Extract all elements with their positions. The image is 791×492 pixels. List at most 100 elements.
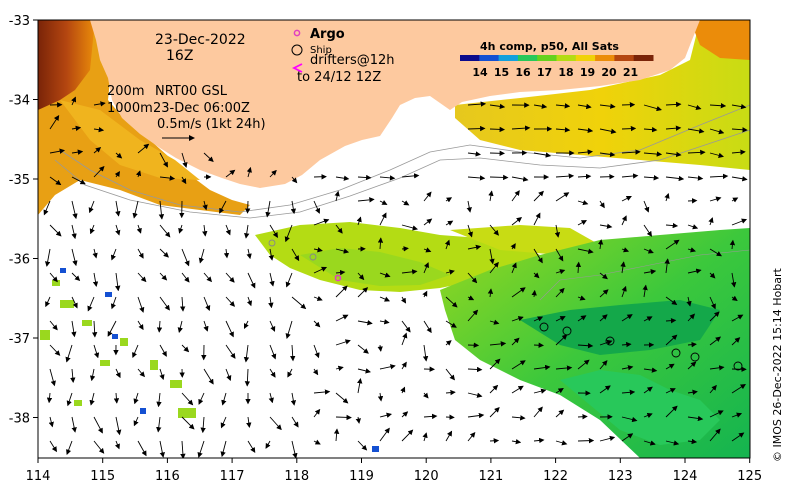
- velocity-arrow: [643, 269, 657, 275]
- velocity-arrow: [423, 247, 432, 253]
- velocity-arrow: [246, 248, 252, 260]
- velocity-arrow: [181, 272, 190, 283]
- velocity-arrow: [71, 416, 77, 433]
- velocity-arrow: [423, 218, 433, 226]
- velocity-arrow: [290, 344, 296, 362]
- velocity-arrow: [709, 152, 724, 158]
- velocity-arrow: [577, 103, 592, 110]
- velocity-arrow: [599, 128, 617, 134]
- velocity-arrow: [621, 314, 633, 322]
- velocity-arrow: [489, 261, 499, 274]
- argo-float-marker: [334, 274, 342, 282]
- y-tick-label: -35: [9, 173, 30, 188]
- velocity-arrow: [467, 432, 476, 442]
- velocity-arrow: [422, 290, 428, 298]
- velocity-arrow: [577, 248, 594, 254]
- velocity-arrow: [181, 248, 190, 267]
- velocity-arrow: [379, 175, 396, 181]
- velocity-arrow: [445, 389, 456, 396]
- x-tick-label: 119: [349, 469, 374, 484]
- y-tick-label: -38: [9, 412, 30, 427]
- velocity-arrow: [665, 125, 682, 131]
- velocity-arrow: [379, 272, 391, 278]
- velocity-arrow: [709, 384, 717, 394]
- velocity-arrow: [467, 412, 485, 419]
- velocity-arrow: [198, 392, 205, 405]
- velocity-arrow: [335, 285, 348, 298]
- velocity-arrow: [687, 149, 706, 156]
- velocity-arrow: [687, 104, 702, 111]
- velocity-arrow: [225, 320, 234, 338]
- velocity-arrow: [335, 224, 343, 234]
- velocity-arrow: [599, 385, 611, 394]
- velocity-arrow: [401, 200, 410, 206]
- velocity-arrow: [181, 344, 190, 353]
- velocity-arrow: [247, 272, 256, 289]
- velocity-arrow: [132, 200, 139, 219]
- velocity-arrow: [137, 296, 145, 313]
- velocity-arrow: [533, 190, 544, 202]
- y-tick-label: -33: [9, 14, 30, 29]
- drifters-legend-label: drifters@12h: [310, 53, 395, 68]
- velocity-arrow: [511, 438, 522, 445]
- velocity-arrow: [313, 200, 321, 214]
- velocity-arrow: [555, 103, 571, 109]
- velocity-arrow: [533, 316, 544, 322]
- velocity-arrow: [577, 315, 587, 322]
- velocity-arrow: [285, 272, 293, 288]
- velocity-arrow: [159, 296, 170, 311]
- velocity-arrow: [511, 176, 529, 182]
- velocity-arrow: [511, 287, 526, 298]
- velocity-arrow: [291, 440, 298, 458]
- velocity-arrow: [621, 149, 641, 155]
- velocity-arrow: [379, 200, 388, 205]
- ship-markers: [539, 322, 743, 371]
- velocity-arrow: [665, 363, 675, 370]
- velocity-vectors: [43, 96, 748, 458]
- velocity-arrow: [107, 320, 117, 337]
- velocity-arrow: [132, 344, 139, 359]
- velocity-arrow: [244, 200, 251, 214]
- ship-legend-label: Ship: [310, 45, 332, 56]
- velocity-arrow: [401, 269, 418, 275]
- velocity-arrow: [577, 220, 587, 226]
- velocity-arrow: [71, 224, 77, 240]
- velocity-arrow: [577, 295, 586, 301]
- x-tick-label: 121: [478, 469, 503, 484]
- velocity-arrow: [198, 248, 205, 264]
- velocity-arrow: [511, 190, 520, 202]
- velocity-arrow: [665, 388, 676, 394]
- colorbar-segment: [498, 55, 519, 61]
- velocity-arrow: [335, 269, 346, 276]
- velocity-arrow: [642, 284, 648, 298]
- velocity-arrow: [599, 103, 616, 109]
- colorbar-segment: [537, 55, 557, 61]
- velocity-arrow: [621, 433, 634, 442]
- colorbar-tick-label: 16: [515, 66, 531, 79]
- velocity-arrow: [555, 316, 566, 322]
- velocity-arrow: [554, 224, 561, 238]
- velocity-arrow: [511, 337, 520, 346]
- velocity-arrow: [445, 430, 453, 442]
- velocity-arrow: [401, 173, 420, 179]
- velocity-arrow: [335, 175, 350, 181]
- velocity-arrow: [290, 392, 297, 406]
- velocity-arrow: [268, 248, 274, 261]
- velocity-arrow: [467, 272, 478, 284]
- velocity-arrow: [511, 385, 524, 394]
- velocity-arrow: [137, 320, 144, 331]
- velocity-arrow: [202, 200, 208, 211]
- velocity-arrow: [357, 272, 365, 281]
- velocity-arrow: [467, 224, 473, 238]
- argo-legend-label: Argo: [310, 27, 345, 42]
- velocity-arrow: [555, 269, 566, 275]
- velocity-arrow: [577, 342, 594, 349]
- velocity-arrow: [93, 147, 102, 154]
- velocity-arrow: [467, 366, 483, 373]
- velocity-arrow: [313, 408, 321, 418]
- velocity-arrow: [422, 432, 428, 442]
- velocity-arrow: [687, 224, 699, 230]
- x-tick-label: 122: [543, 469, 568, 484]
- x-tick-label: 116: [155, 469, 180, 484]
